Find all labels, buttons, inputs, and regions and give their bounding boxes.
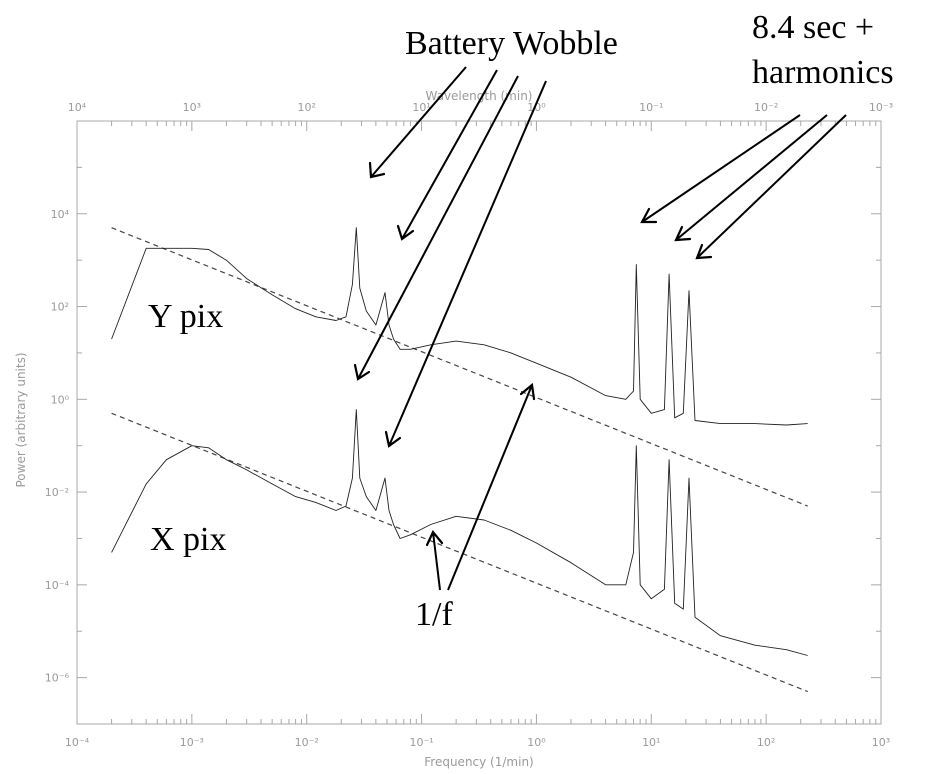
y-tick-label: 10⁰ (51, 393, 70, 406)
harmonics-label-line1: 8.4 sec + (752, 9, 874, 46)
one-over-f-label: 1/f (415, 596, 453, 633)
x-tick-label: 10⁻¹ (409, 736, 433, 749)
arrow-1f-left (432, 531, 441, 591)
plot-frame (76, 120, 882, 725)
x-tick-label: 10² (757, 736, 775, 749)
y-tick-label: 10⁻⁴ (45, 579, 70, 592)
x-axis-title: Frequency (1/min) (424, 755, 533, 769)
x-tick-label: 10¹ (642, 736, 660, 749)
arrow-battery-4 (388, 80, 547, 447)
y-tick-label: 10⁻² (45, 486, 69, 499)
battery-wobble-label: Battery Wobble (405, 25, 618, 62)
arrow-battery-4-head (384, 430, 402, 448)
y-tick-label: 10² (51, 301, 69, 314)
x-pix-label: X pix (150, 521, 227, 558)
arrow-battery-3 (357, 75, 519, 380)
y-axis-title: Power (arbitrary units) (14, 352, 28, 487)
arrow-harmonic-2 (675, 114, 828, 241)
battery-wobble-arrows (353, 66, 547, 448)
x2-tick-label: 10⁻¹ (639, 101, 663, 114)
arrow-battery-1-head (368, 161, 386, 179)
x2-tick-label: 10¹ (412, 101, 430, 114)
arrow-battery-3-head (353, 363, 371, 381)
x-tick-label: 10⁻³ (180, 736, 204, 749)
x2-tick-label: 10⁴ (68, 101, 87, 114)
arrow-battery-1 (370, 66, 467, 178)
x2-tick-label: 10² (298, 101, 316, 114)
arrow-battery-2 (401, 69, 498, 240)
x-tick-label: 10⁻⁴ (65, 736, 90, 749)
arrow-1f-right-head (519, 382, 536, 401)
arrow-1f-left-head (425, 529, 444, 547)
arrow-harmonic-3-head (695, 243, 713, 260)
arrow-harmonic-2-head (674, 225, 692, 242)
harmonics-label-line2: harmonics (752, 54, 894, 91)
x-tick-label: 10³ (872, 736, 890, 749)
arrow-battery-2-head (396, 224, 415, 241)
harmonics-arrows (640, 114, 847, 260)
fit-line-2 (111, 412, 808, 693)
arrow-1f-right (447, 384, 533, 591)
data-series (111, 227, 808, 656)
y-tick-label: 10⁴ (51, 208, 70, 221)
x2-tick-label: 10⁰ (527, 101, 546, 114)
axis-ticks (76, 120, 882, 725)
fit-lines (111, 227, 808, 693)
y-pix-label: Y pix (148, 298, 223, 335)
axis-tick-labels: 10⁻⁴ 10⁴ 10⁻³ 10³ 10⁻² 10² 10⁻¹ 10¹ 10⁰ 10⁰ 10¹ 10⁻… (45, 101, 893, 749)
x-tick-label: 10⁰ (527, 736, 546, 749)
series-y-pix (111, 227, 808, 426)
fit-line-1 (111, 227, 808, 507)
series-x-pix (111, 409, 808, 656)
x2-tick-label: 10³ (183, 101, 201, 114)
one-over-f-arrows (425, 382, 536, 591)
y-tick-label: 10⁻⁶ (45, 672, 70, 685)
x2-tick-label: 10⁻² (754, 101, 778, 114)
arrow-harmonic-1 (641, 114, 801, 223)
x2-tick-label: 10⁻³ (869, 101, 893, 114)
arrow-harmonic-3 (696, 114, 847, 259)
arrow-harmonic-1-head (640, 207, 658, 224)
x-tick-label: 10⁻² (295, 736, 319, 749)
